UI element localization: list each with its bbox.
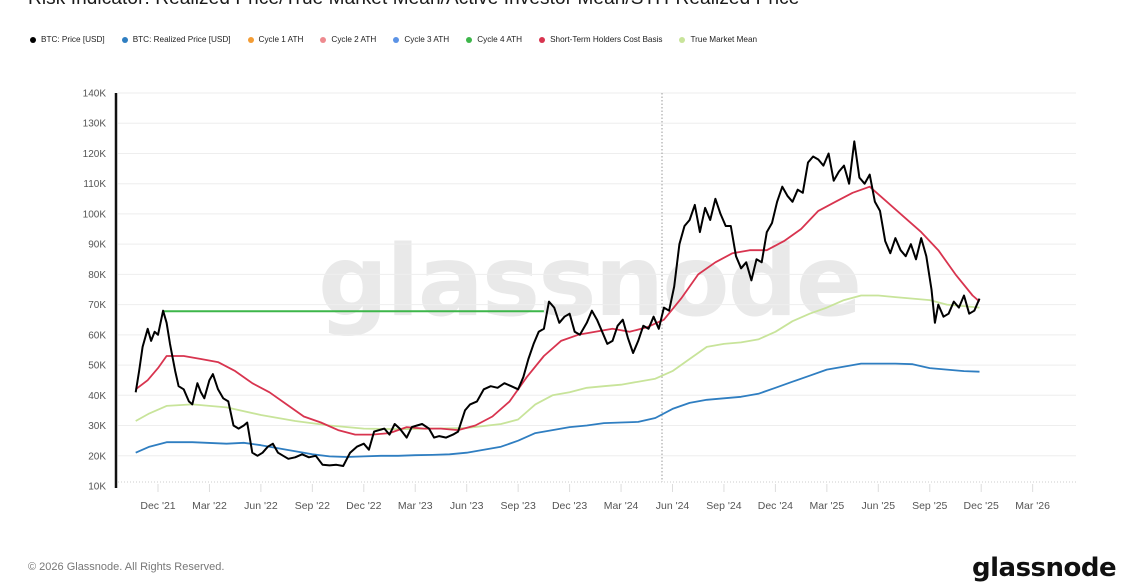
x-tick-label: Sep '24 bbox=[706, 500, 741, 512]
legend-item[interactable]: Cycle 4 ATH bbox=[466, 35, 522, 44]
x-tick-label: Dec '21 bbox=[140, 500, 175, 512]
legend-item[interactable]: Cycle 3 ATH bbox=[393, 35, 449, 44]
x-tick-label: Jun '23 bbox=[450, 500, 484, 512]
y-axis-ticks: 10K 20K 30K 40K 50K 60K 70K 80K 90K 100K 110K 120K 1… bbox=[83, 89, 107, 493]
glassnode-logo: glassnode bbox=[972, 553, 1117, 583]
x-tick-label: Dec '23 bbox=[552, 500, 587, 512]
y-tick-label: 120K bbox=[83, 149, 107, 160]
y-tick-label: 30K bbox=[88, 421, 106, 432]
y-tick-label: 50K bbox=[88, 361, 106, 372]
legend-item[interactable]: True Market Mean bbox=[679, 35, 757, 44]
series-short-term-holders-cost-basis bbox=[135, 185, 981, 436]
y-tick-label: 80K bbox=[88, 270, 106, 281]
y-tick-label: 140K bbox=[83, 89, 107, 100]
legend-label: Short-Term Holders Cost Basis bbox=[550, 35, 663, 44]
legend-item[interactable]: Cycle 2 ATH bbox=[320, 35, 376, 44]
y-tick-label: 60K bbox=[88, 330, 106, 341]
legend-dot-icon bbox=[539, 36, 546, 43]
legend-dot-icon bbox=[30, 36, 36, 43]
legend-item[interactable]: BTC: Realized Price [USD] bbox=[121, 35, 231, 44]
y-tick-label: 70K bbox=[88, 300, 106, 311]
x-tick-label: Jun '25 bbox=[862, 500, 896, 512]
x-tick-label: Mar '26 bbox=[1015, 500, 1050, 512]
legend-item[interactable]: BTC: Price [USD] bbox=[30, 35, 105, 44]
x-tick-label: Mar '24 bbox=[604, 500, 639, 512]
x-tick-label: Sep '25 bbox=[912, 500, 947, 512]
y-tick-label: 40K bbox=[88, 391, 106, 402]
copyright-text: © 2026 Glassnode. All Rights Reserved. bbox=[28, 561, 225, 573]
legend-label: Cycle 1 ATH bbox=[258, 35, 304, 44]
legend-label: Cycle 2 ATH bbox=[331, 35, 377, 44]
legend-label: BTC: Price [USD] bbox=[41, 35, 105, 44]
y-tick-label: 10K bbox=[88, 482, 106, 493]
y-tick-label: 100K bbox=[83, 209, 107, 220]
data-series bbox=[134, 140, 981, 467]
x-tick-label: Dec '22 bbox=[346, 500, 381, 512]
legend-dot-icon bbox=[121, 36, 128, 43]
x-tick-label: Mar '25 bbox=[810, 500, 845, 512]
x-tick-label: Jun '22 bbox=[244, 500, 278, 512]
legend-dot-icon bbox=[320, 36, 327, 43]
legend-dot-icon bbox=[393, 36, 400, 43]
series-btc-price-usd bbox=[134, 140, 981, 467]
x-tick-label: Sep '22 bbox=[295, 500, 330, 512]
x-tick-label: Mar '22 bbox=[192, 500, 227, 512]
chart-title: Risk Indicator: Realized Price/True Mark… bbox=[28, 0, 799, 10]
chart-plot: glassnode 10K 20K 30K 40K 50K 60K 70K 80K 90K 100… bbox=[83, 89, 1076, 512]
y-tick-label: 20K bbox=[88, 451, 106, 462]
y-tick-label: 110K bbox=[83, 179, 106, 190]
legend-dot-icon bbox=[679, 36, 686, 43]
legend-dot-icon bbox=[466, 36, 473, 43]
x-tick-label: Dec '24 bbox=[758, 500, 793, 512]
x-tick-label: Sep '23 bbox=[501, 500, 536, 512]
series-true-market-mean bbox=[135, 294, 980, 431]
watermark: glassnode bbox=[318, 225, 860, 339]
y-tick-label: 90K bbox=[88, 240, 106, 251]
legend-label: Cycle 4 ATH bbox=[477, 35, 523, 44]
x-tick-label: Mar '23 bbox=[398, 500, 433, 512]
legend-item[interactable]: Short-Term Holders Cost Basis bbox=[539, 35, 662, 44]
legend-item[interactable]: Cycle 1 ATH bbox=[247, 35, 304, 44]
x-tick-label: Jun '24 bbox=[656, 500, 690, 512]
legend-dot-icon bbox=[247, 36, 254, 43]
x-tick-label: Dec '25 bbox=[964, 500, 999, 512]
legend-label: True Market Mean bbox=[690, 35, 758, 44]
series-btc-realized-price-usd bbox=[135, 362, 980, 458]
x-axis-ticks: Dec '21 Mar '22 Jun '22 Sep '22 Dec '22 Mar '… bbox=[140, 484, 1050, 512]
legend-label: Cycle 3 ATH bbox=[404, 35, 450, 44]
legend-label: BTC: Realized Price [USD] bbox=[132, 35, 231, 44]
chart-legend: BTC: Price [USD] BTC: Realized Price [USD… bbox=[30, 35, 774, 44]
y-tick-label: 130K bbox=[83, 119, 107, 130]
